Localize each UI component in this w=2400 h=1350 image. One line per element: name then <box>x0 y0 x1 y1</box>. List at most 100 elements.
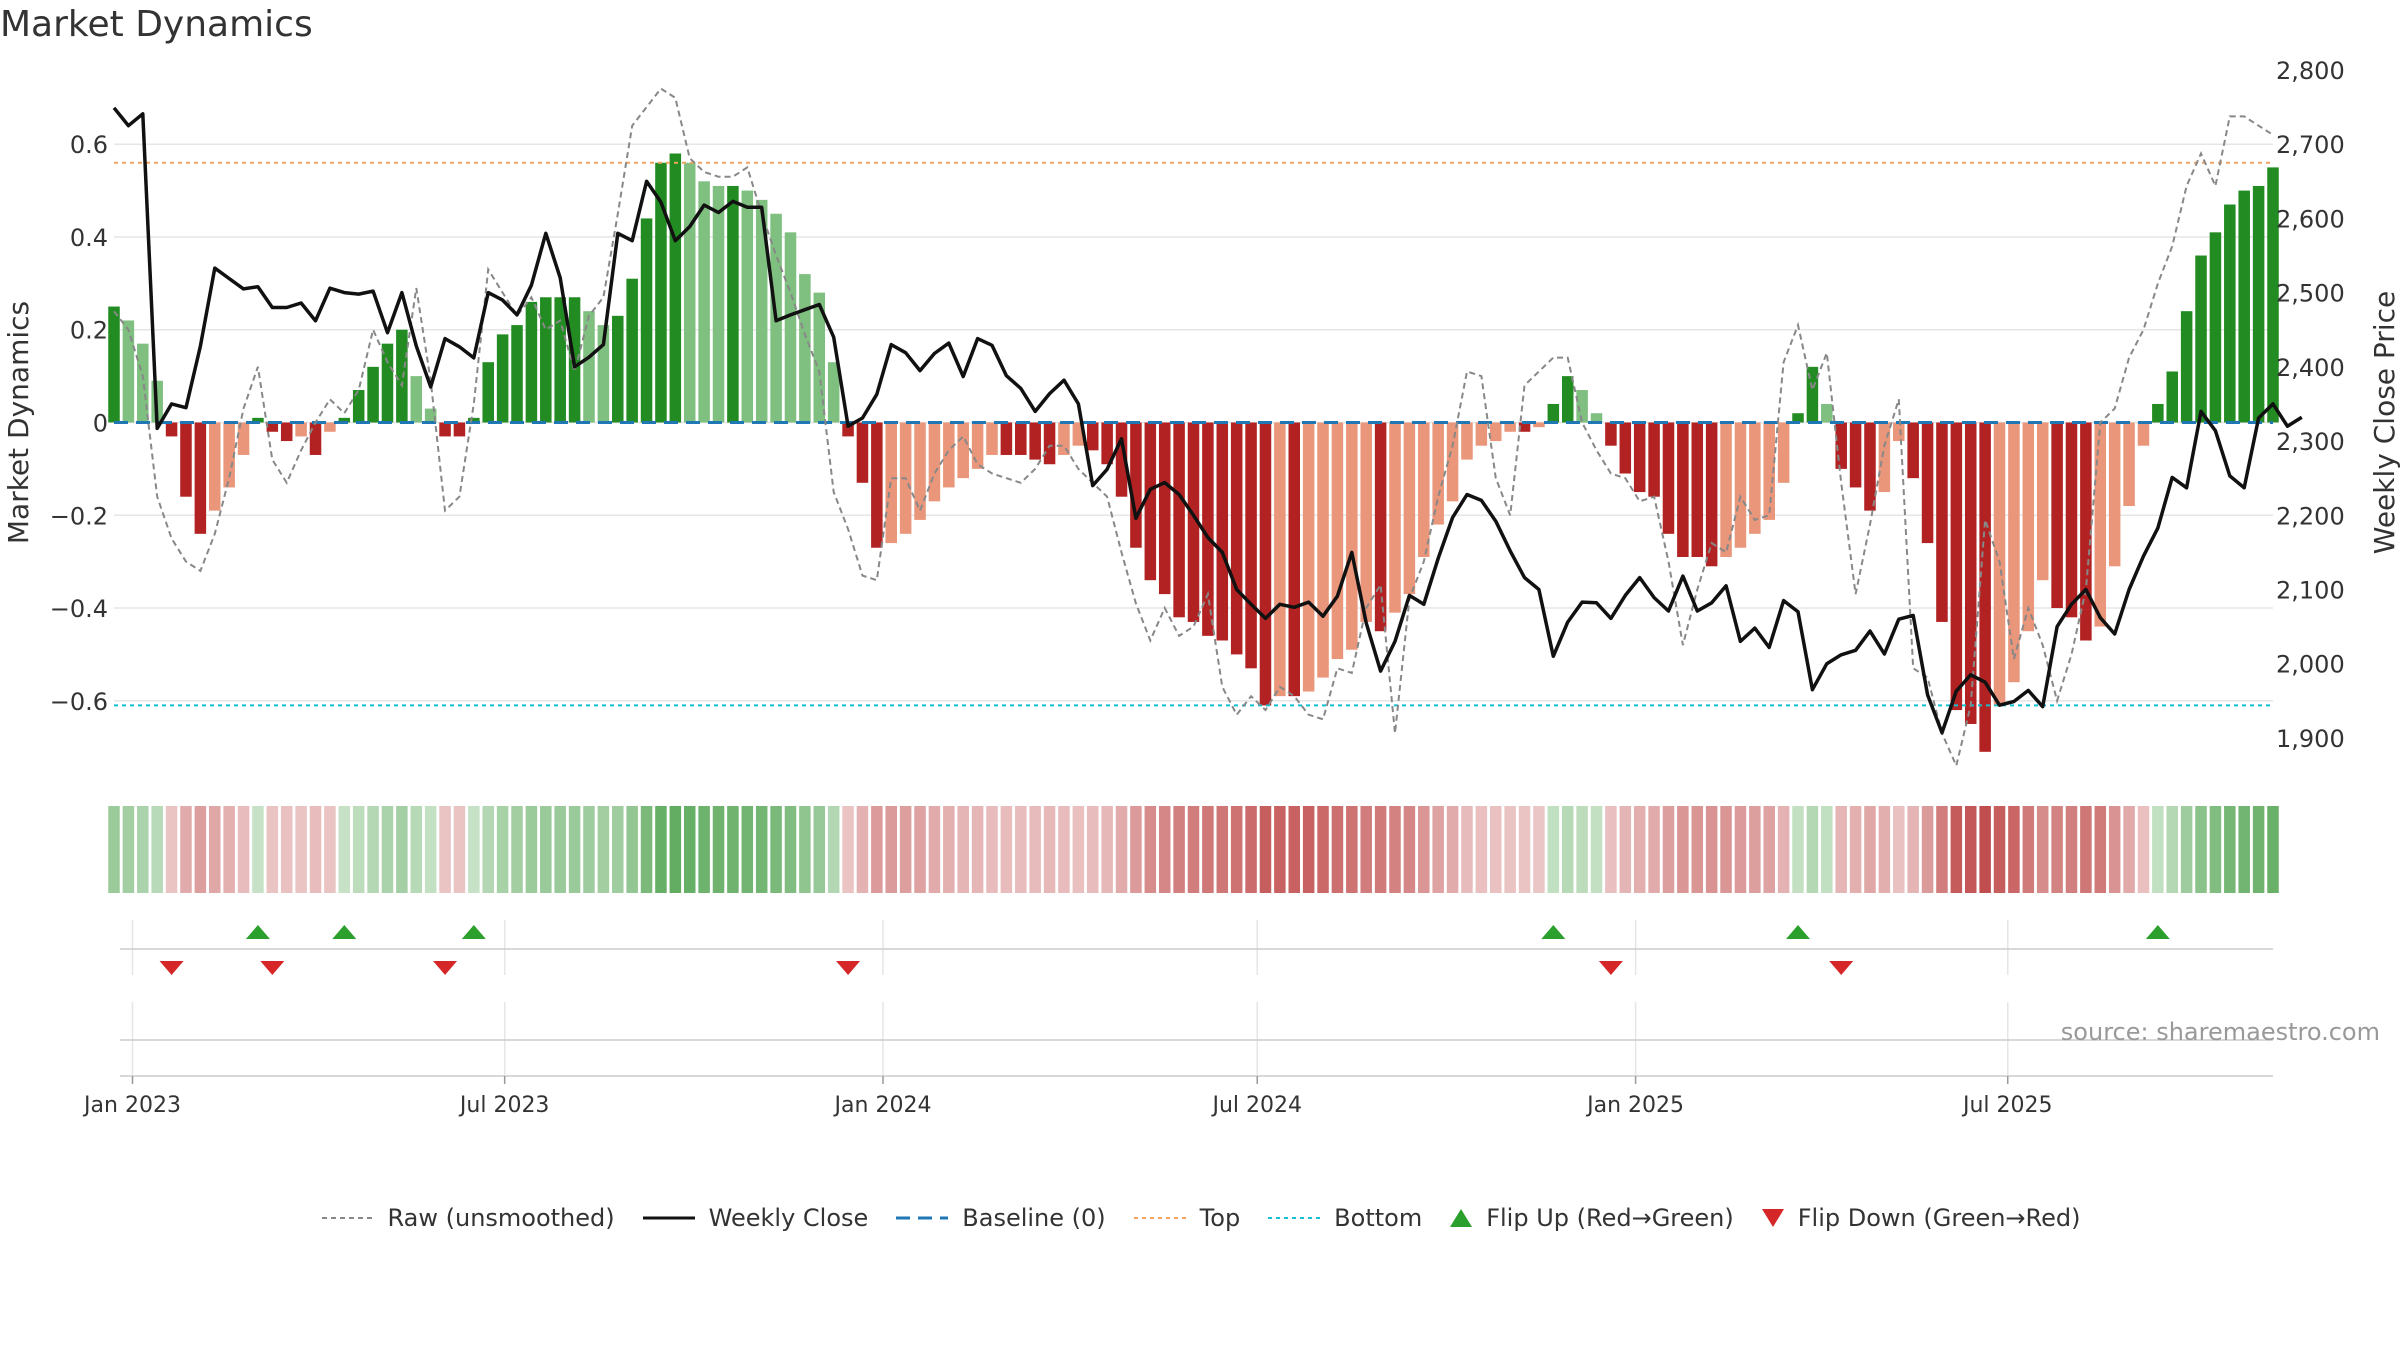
regime-strip-cell <box>1590 806 1603 893</box>
regime-strip-cell <box>122 806 135 893</box>
dynamics-bar <box>1130 422 1142 548</box>
regime-strip-cell <box>597 806 610 893</box>
regime-strip-cell <box>1921 806 1934 893</box>
regime-strip-cell <box>971 806 984 893</box>
dynamics-bar <box>2180 311 2193 423</box>
regime-strip-cell <box>1749 806 1761 893</box>
regime-strip-cell <box>1029 806 1041 893</box>
flip-down-marker <box>159 961 184 975</box>
regime-strip-cell <box>2195 806 2207 893</box>
regime-strip-cell <box>1058 806 1070 893</box>
dynamics-bar <box>1403 422 1416 595</box>
dynamics-bar <box>755 199 768 423</box>
dynamics-bar <box>1720 422 1732 558</box>
flip-up-marker <box>1786 925 1811 939</box>
regime-strip-cell <box>2166 806 2179 893</box>
dynamics-bar <box>1849 422 1862 488</box>
dynamics-bar <box>1187 422 1200 622</box>
legend-close-label: Weekly Close <box>708 1204 869 1232</box>
dynamics-bar <box>1518 422 1531 432</box>
regime-strip-cell <box>1633 806 1646 893</box>
regime-strip-cell <box>1072 806 1085 893</box>
regime-strip-cell <box>1346 806 1358 893</box>
regime-strip-cell <box>2137 806 2150 893</box>
dynamics-bar <box>842 422 854 437</box>
right-tick-label: 2,100 <box>2276 576 2345 604</box>
dynamics-bar <box>266 422 279 432</box>
dynamics-bar <box>1979 422 1991 752</box>
regime-strip-cell <box>1849 806 1862 893</box>
dynamics-bar <box>655 162 667 423</box>
regime-strip-cell <box>525 806 538 893</box>
regime-strip-cell <box>1691 806 1704 893</box>
right-tick-label: 2,800 <box>2276 57 2345 85</box>
regime-strip-cell <box>640 806 653 893</box>
regime-strip-cell <box>108 806 120 893</box>
legend-top-label: Top <box>1199 1204 1241 1232</box>
regime-strip-cell <box>2051 806 2063 893</box>
regime-strip-cell <box>496 806 509 893</box>
dynamics-bar <box>1302 422 1315 692</box>
dynamics-bar <box>1806 366 1819 423</box>
regime-strip-cell <box>1202 806 1214 893</box>
regime-strip-cell <box>1403 806 1416 893</box>
regime-strip-cell <box>1101 806 1113 893</box>
regime-strip-cell <box>194 806 207 893</box>
dynamics-bar <box>280 422 293 442</box>
regime-strip-cell <box>1446 806 1459 893</box>
dynamics-bar <box>669 153 682 423</box>
dynamics-bar <box>410 376 423 423</box>
regime-strip-cell <box>2209 806 2222 893</box>
dynamics-bar <box>1015 422 1027 455</box>
dynamics-bar <box>1734 422 1747 548</box>
regime-strip-cell <box>2152 806 2164 893</box>
flip-up-triangle-icon <box>1450 1209 1473 1227</box>
regime-strip-cell <box>1777 806 1790 893</box>
regime-strip-cell <box>468 806 480 893</box>
dynamics-bar <box>1230 422 1243 655</box>
regime-strip-cell <box>208 806 221 893</box>
dynamics-bar <box>381 343 394 423</box>
dynamics-bar <box>295 422 307 437</box>
left-tick-label: −0.6 <box>50 688 108 716</box>
bottom-line-swatch <box>1268 1217 1321 1219</box>
dynamics-bar <box>1029 422 1041 460</box>
dynamics-bar <box>2051 422 2063 609</box>
raw-line-swatch <box>321 1217 374 1219</box>
regime-strip-cell <box>1979 806 1991 893</box>
dynamics-bar <box>871 422 883 548</box>
dynamics-bar <box>453 422 466 437</box>
regime-strip-cell <box>1317 806 1329 893</box>
dynamics-bar <box>1432 422 1444 525</box>
dynamics-bar <box>1590 413 1603 423</box>
dynamics-bar <box>2166 371 2179 423</box>
dynamics-bar <box>324 422 336 432</box>
dynamics-bar <box>2252 185 2265 423</box>
regime-strip-cell <box>712 806 725 893</box>
regime-strip-cell <box>266 806 279 893</box>
regime-strip-cell <box>2022 806 2035 893</box>
dynamics-bar <box>1216 422 1229 641</box>
dynamics-bar <box>1705 422 1718 567</box>
regime-strip-cell <box>698 806 710 893</box>
dynamics-bar <box>396 329 408 423</box>
x-tick-label: Jan 2025 <box>1585 1093 1684 1118</box>
regime-strip-cell <box>2180 806 2193 893</box>
dynamics-bar <box>511 325 523 423</box>
regime-strip-cell <box>1806 806 1819 893</box>
x-tick-label: Jul 2024 <box>1210 1093 1302 1118</box>
dynamics-bar <box>1389 422 1401 613</box>
regime-strip-cell <box>1518 806 1531 893</box>
regime-strip-cell <box>1893 806 1905 893</box>
regime-strip-cell <box>1950 806 1963 893</box>
dynamics-bar <box>1950 422 1963 711</box>
legend-flip-up-label: Flip Up (Red→Green) <box>1486 1204 1734 1232</box>
dynamics-bar <box>1374 422 1387 632</box>
regime-strip-cell <box>655 806 667 893</box>
left-tick-label: −0.2 <box>50 502 108 530</box>
dynamics-bar <box>813 292 826 423</box>
left-tick-label: 0.6 <box>70 131 108 159</box>
regime-strip-cell <box>1015 806 1027 893</box>
x-tick-label: Jul 2025 <box>1961 1093 2053 1118</box>
